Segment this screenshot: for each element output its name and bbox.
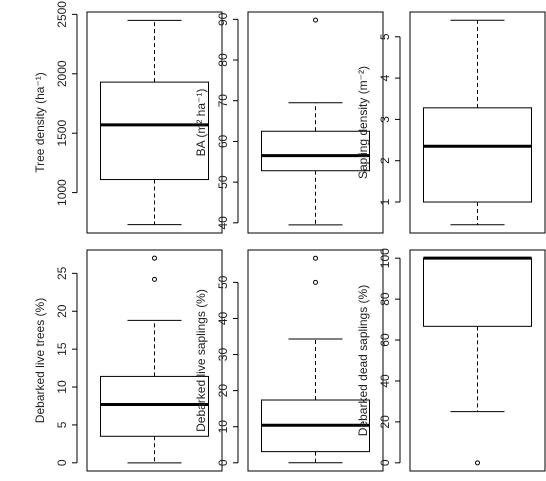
y-tick-label: 4	[378, 74, 392, 81]
y-axis-label: Sapling density (m⁻²)	[356, 66, 370, 179]
outlier	[313, 255, 318, 261]
y-axis-label: Debarked dead saplings (%)	[356, 285, 370, 436]
plot-frame	[86, 11, 223, 234]
y-axis-label: Tree density (ha⁻¹)	[33, 72, 47, 173]
outlier	[152, 255, 157, 261]
y-tick-label: 80	[216, 53, 230, 67]
y-tick-label: 1	[378, 198, 392, 205]
y-tick-label: 3	[378, 116, 392, 123]
y-tick-label: 50	[216, 175, 230, 189]
y-tick-label: 30	[216, 348, 230, 362]
y-axis-label: Debarked live trees (%)	[33, 298, 47, 423]
box	[261, 130, 370, 172]
y-tick-label: 5	[378, 33, 392, 40]
outlier	[313, 279, 318, 285]
outlier	[475, 460, 480, 466]
box	[423, 257, 532, 327]
y-tick-label: 40	[216, 311, 230, 325]
plot-frame	[247, 11, 384, 234]
y-tick-label: 2000	[55, 60, 69, 87]
y-tick-label: 80	[378, 292, 392, 306]
outlier	[313, 17, 318, 23]
y-tick-label: 2500	[55, 1, 69, 28]
y-tick-label: 25	[55, 266, 69, 280]
outlier	[152, 276, 157, 282]
plot-frame	[409, 249, 546, 472]
plot-frame	[247, 249, 384, 472]
box	[100, 81, 209, 181]
y-tick-label: 40	[378, 374, 392, 388]
y-tick-label: 5	[55, 421, 69, 428]
y-tick-label: 100	[378, 248, 392, 268]
y-tick-label: 0	[216, 459, 230, 466]
y-tick-label: 0	[378, 459, 392, 466]
y-tick-label: 20	[378, 415, 392, 429]
y-axis-label: Debarked live saplings (%)	[194, 289, 208, 432]
y-tick-label: 20	[55, 304, 69, 318]
y-tick-label: 50	[216, 275, 230, 289]
y-tick-label: 1500	[55, 120, 69, 147]
y-tick-label: 60	[216, 134, 230, 148]
y-tick-label: 20	[216, 384, 230, 398]
y-tick-label: 60	[378, 333, 392, 347]
y-axis-label: BA (m² ha⁻¹)	[194, 89, 208, 157]
y-tick-label: 1000	[55, 179, 69, 206]
y-tick-label: 0	[55, 459, 69, 466]
y-tick-label: 2	[378, 157, 392, 164]
box	[100, 375, 209, 437]
plot-frame	[409, 11, 546, 234]
plot-frame	[86, 249, 223, 472]
y-tick-label: 15	[55, 342, 69, 356]
y-tick-label: 90	[216, 12, 230, 26]
y-tick-label: 10	[55, 380, 69, 394]
y-tick-label: 40	[216, 216, 230, 230]
box	[423, 107, 532, 203]
y-tick-label: 70	[216, 94, 230, 108]
y-tick-label: 10	[216, 420, 230, 434]
